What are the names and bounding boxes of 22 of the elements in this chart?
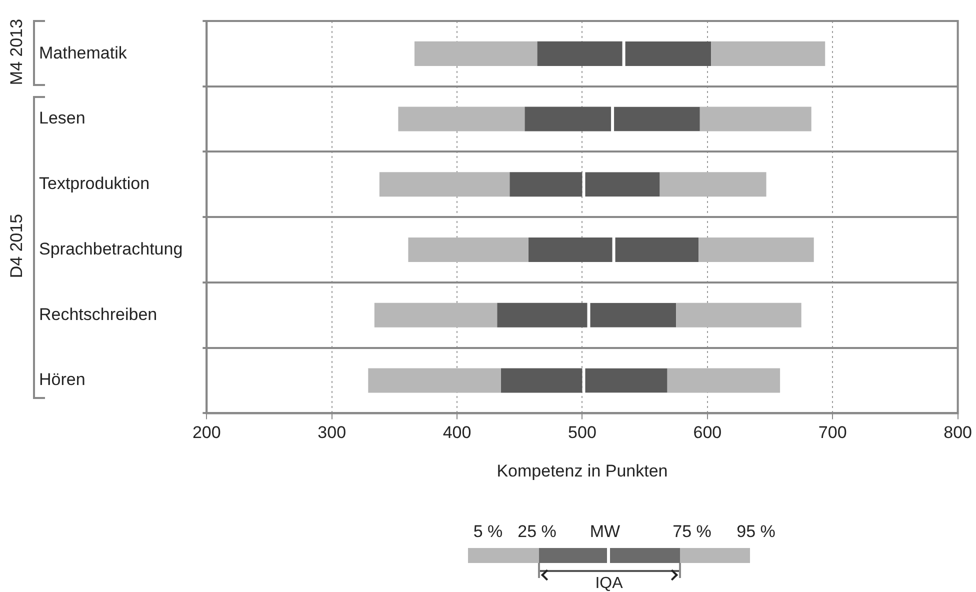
y-tick-label: Textproduktion: [39, 174, 150, 194]
x-tick-label: 700: [818, 423, 847, 442]
text: IQA: [595, 575, 623, 592]
y-tick-label: Sprachbetrachtung: [39, 239, 183, 258]
y-tick-label: Hören: [39, 370, 86, 390]
x-tick-label: 600: [693, 423, 722, 442]
text: 25 %: [518, 522, 556, 542]
x-tick-label: 400: [442, 423, 472, 442]
x-tick-label: 200: [192, 423, 221, 442]
text: MW: [590, 522, 620, 542]
text: D4 2015: [7, 214, 27, 278]
y-tick-label: Mathematik: [39, 43, 128, 62]
text: 95 %: [736, 522, 776, 542]
text: 5 %: [473, 522, 503, 542]
x-tick-label: 300: [318, 423, 346, 442]
y-tick-label: Rechtschreiben: [39, 304, 158, 324]
x-axis-title: Kompetenz in Punkten: [496, 461, 668, 480]
text: M4 2013: [7, 18, 27, 86]
y-tick-label: Lesen: [39, 108, 86, 128]
x-tick-label: 800: [944, 423, 972, 442]
text: 75 %: [672, 522, 712, 542]
x-tick-label: 500: [568, 423, 596, 442]
